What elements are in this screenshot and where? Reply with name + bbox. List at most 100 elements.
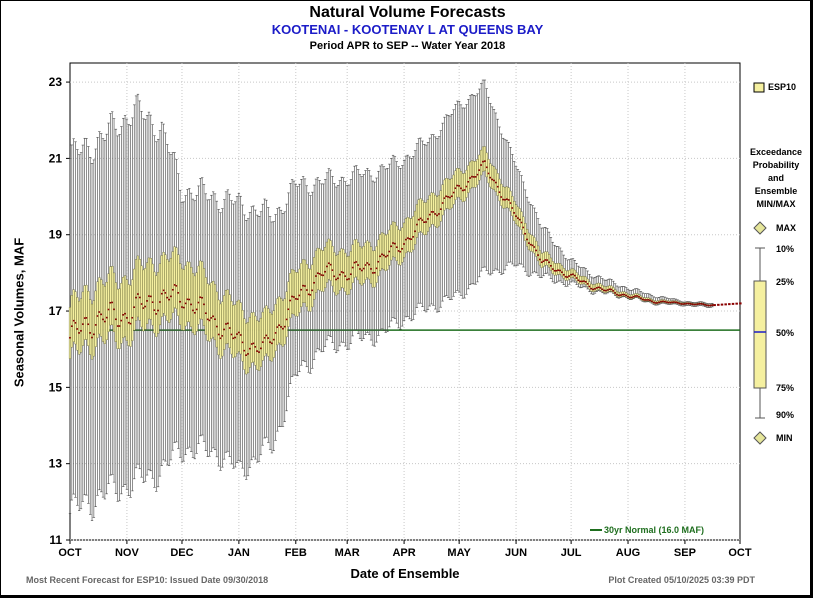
ensemble-median [360, 269, 363, 272]
ensemble-median [406, 237, 409, 239]
ensemble-box [98, 277, 101, 335]
ensemble-median [142, 307, 145, 309]
ensemble-box [206, 283, 209, 341]
ensemble-box [382, 233, 385, 270]
ensemble-median [650, 300, 653, 303]
ensemble-median [469, 177, 472, 179]
ensemble-median [146, 300, 148, 302]
ensemble-median [83, 317, 86, 319]
ensemble-box [140, 265, 143, 328]
ensemble-median [403, 243, 405, 245]
ensemble-median [709, 304, 712, 307]
ensemble-median [107, 308, 110, 311]
ensemble-median [287, 308, 290, 311]
ensemble-box [202, 268, 206, 326]
ensemble-median [311, 289, 314, 292]
ensemble-box [291, 269, 294, 314]
ensemble-median [298, 294, 301, 297]
ensemble-median [225, 323, 227, 325]
ensemble-box [397, 229, 400, 265]
ensemble-median [706, 304, 708, 307]
ensemble-median [294, 298, 297, 300]
ensemble-median [707, 304, 710, 307]
ensemble-box [307, 268, 310, 312]
ensemble-box [577, 274, 580, 284]
legend-series-swatch [753, 82, 765, 93]
ensemble-median [588, 285, 591, 288]
ensemble-box [546, 251, 549, 266]
ensemble-median [162, 289, 165, 292]
y-tick-label: 21 [49, 151, 63, 165]
ensemble-median [647, 299, 650, 301]
ensemble-median [511, 207, 514, 209]
ensemble-box [151, 263, 154, 326]
ensemble-box [525, 228, 529, 247]
ensemble-box [169, 258, 173, 320]
ensemble-median [676, 301, 679, 304]
ensemble-box [443, 179, 446, 211]
ensemble-median [289, 299, 292, 302]
ensemble-median [518, 218, 521, 221]
ensemble-median [597, 286, 600, 289]
ensemble-median [184, 302, 187, 305]
ensemble-median [348, 278, 350, 280]
ensemble-median [346, 278, 349, 281]
ensemble-median [252, 342, 255, 345]
ensemble-median [691, 303, 694, 306]
ensemble-median [362, 267, 365, 270]
ensemble-median [531, 244, 534, 247]
x-tick-label: APR [392, 547, 415, 559]
x-axis-label: Date of Ensemble [350, 566, 460, 581]
ensemble-median [557, 269, 560, 272]
ensemble-box [441, 184, 444, 216]
x-tick-label: JAN [228, 547, 250, 559]
ensemble-box [125, 279, 128, 341]
ensemble-box [281, 300, 285, 347]
ensemble-median [695, 303, 697, 306]
ensemble-box [129, 285, 132, 347]
ensemble-box [127, 284, 130, 346]
x-tick-label: JUN [505, 547, 527, 559]
ensemble-median [614, 292, 617, 294]
ensemble-median [570, 273, 573, 276]
ensemble-median [199, 296, 202, 299]
ensemble-box [491, 165, 494, 189]
ensemble-box [391, 221, 395, 257]
ensemble-box [560, 265, 564, 277]
ensemble-median [434, 213, 437, 215]
ensemble-box [248, 317, 251, 368]
ensemble-median [114, 318, 117, 321]
ensemble-median [662, 300, 664, 303]
ensemble-box [364, 242, 367, 280]
ensemble-median [135, 296, 137, 299]
ensemble-median [590, 287, 593, 290]
ensemble-box [180, 268, 184, 331]
ensemble-box [588, 281, 591, 290]
ensemble-box [226, 289, 229, 344]
ensemble-median [382, 254, 385, 257]
ensemble-box [548, 254, 551, 268]
ensemble-box [147, 257, 151, 320]
x-tick-label: MAR [335, 547, 360, 559]
ensemble-box [327, 238, 330, 280]
ensemble-median [416, 223, 418, 226]
ensemble-median [693, 303, 696, 306]
ensemble-median [245, 354, 248, 356]
ensemble-box [608, 285, 611, 292]
ensemble-box [116, 288, 119, 349]
ensemble-box [215, 291, 218, 348]
ensemble-median [684, 303, 686, 305]
ensemble-box [230, 301, 233, 355]
ensemble-box [527, 232, 530, 250]
ensemble-median [116, 325, 119, 327]
ensemble-median [164, 292, 167, 294]
ensemble-box [83, 285, 86, 340]
ensemble-box [204, 277, 207, 335]
ensemble-box [403, 222, 406, 258]
legend-exc-line-2: Probability [752, 160, 800, 170]
ensemble-box [173, 246, 176, 308]
ensemble-median [724, 303, 727, 306]
ensemble-box [516, 206, 519, 226]
ensemble-box [414, 210, 417, 245]
ensemble-median [689, 302, 692, 305]
